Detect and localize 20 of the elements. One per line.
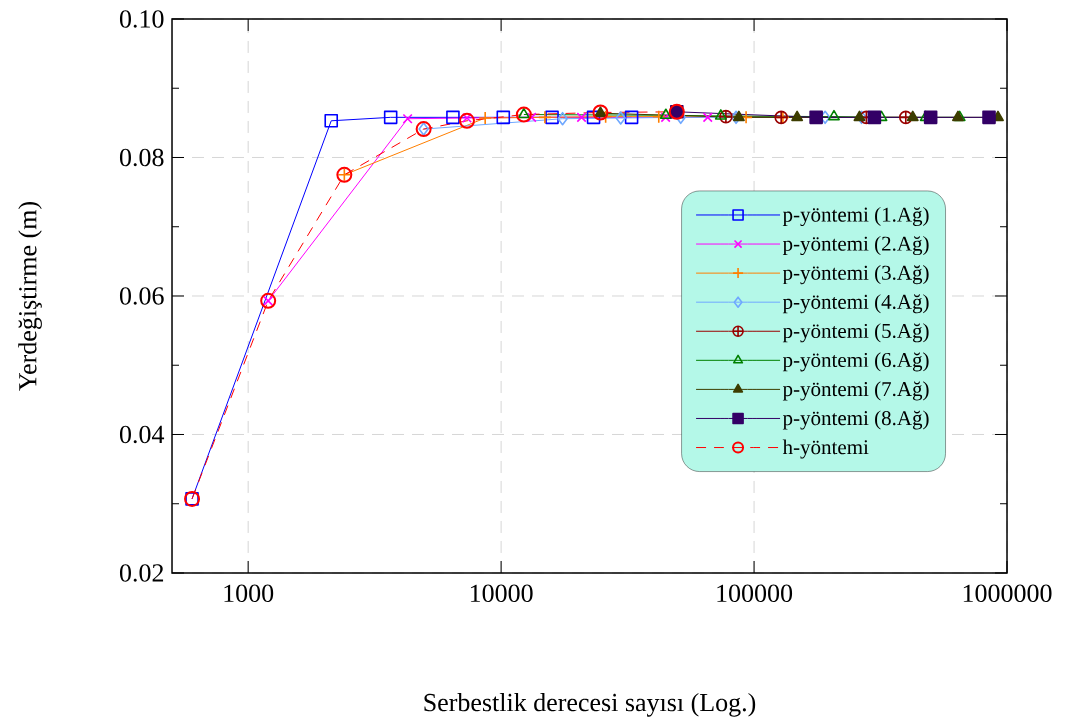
- y-tick-label: 0.06: [119, 287, 164, 305]
- x-tick-label: 10000: [470, 584, 533, 603]
- legend-label: p-yöntemi (4.Ağ): [782, 294, 929, 314]
- legend-label: p-yöntemi (7.Ağ): [782, 381, 929, 401]
- y-tick-label: 0.10: [119, 10, 164, 28]
- y-axis-title: Yerdeğiştirme (m): [18, 202, 42, 391]
- x-tick-label: 100000: [717, 584, 793, 603]
- x-tick-label: 1000000: [963, 584, 1052, 603]
- legend-label: p-yöntemi (2.Ağ): [782, 236, 929, 256]
- legend-label: p-yöntemi (6.Ağ): [782, 352, 929, 372]
- legend-label: p-yöntemi (3.Ağ): [782, 265, 929, 285]
- y-tick-label: 0.04: [119, 425, 165, 444]
- legend-label: p-yöntemi (1.Ağ): [782, 206, 929, 227]
- legend-label: p-yöntemi (5.Ağ): [782, 323, 929, 343]
- y-tick-label: 0.02: [119, 564, 164, 582]
- x-tick-label: 1000: [224, 584, 274, 603]
- legend-label: h-yöntemi: [782, 439, 869, 459]
- legend-label: p-yöntemi (8.Ağ): [782, 410, 929, 430]
- y-tick-label: 0.08: [119, 148, 164, 167]
- x-axis-title: Serbestlik derecesi sayısı (Log.): [424, 693, 756, 717]
